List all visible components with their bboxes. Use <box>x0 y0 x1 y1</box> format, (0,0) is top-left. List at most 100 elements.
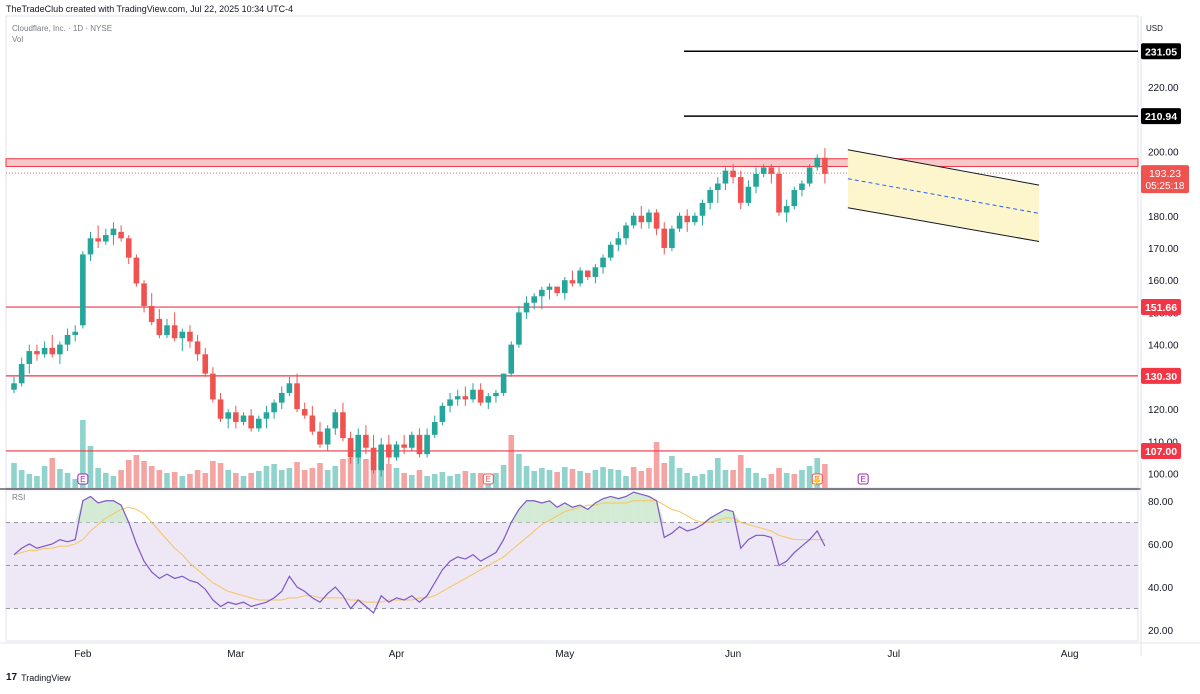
volume-bar <box>577 471 583 488</box>
volume-bar <box>676 468 683 488</box>
candle-body <box>730 170 736 178</box>
rsi-overbought-fill <box>648 496 657 523</box>
level-badge <box>1141 442 1181 459</box>
candle-body <box>416 434 423 455</box>
volume-bar <box>110 476 117 488</box>
candle-body <box>248 415 254 429</box>
candle-body <box>454 396 461 400</box>
candle-body <box>87 238 94 255</box>
volume-bar <box>179 476 186 488</box>
volume-bar <box>401 473 407 488</box>
volume-bar <box>737 455 744 488</box>
volume-bar <box>753 473 759 488</box>
volume-bar <box>210 461 216 488</box>
dividend-marker-icon: ⚡ <box>811 474 823 487</box>
candle-body <box>110 228 117 236</box>
candle-body <box>187 331 193 342</box>
candle-body <box>95 238 101 242</box>
volume-bar <box>386 464 392 488</box>
earnings-marker-label: E <box>815 475 820 484</box>
volume-bar <box>669 456 675 488</box>
candle-body <box>493 392 499 397</box>
rsi-overbought-fill <box>580 505 588 523</box>
candle-body <box>562 280 568 294</box>
earnings-marker-icon <box>482 473 494 485</box>
candle-body <box>715 183 721 190</box>
candle-body <box>439 405 446 422</box>
candle-body <box>676 215 683 229</box>
candle-body <box>294 383 300 410</box>
candle-body <box>41 347 48 355</box>
candle-body <box>118 231 124 239</box>
volume-bar <box>18 470 25 488</box>
volume-bar <box>11 463 17 488</box>
candle-body <box>745 186 752 203</box>
earnings-marker-icon <box>811 473 823 485</box>
candle-body <box>271 402 277 413</box>
x-tick-label: May <box>555 649 574 660</box>
candle-body <box>477 389 484 403</box>
candle-body <box>278 392 285 403</box>
candle-body <box>615 238 622 245</box>
candle-body <box>34 351 40 355</box>
rsi-label: RSI <box>12 493 26 502</box>
candle-body <box>225 412 231 419</box>
rsi-overbought-fill <box>564 502 573 523</box>
candle-body <box>630 215 637 226</box>
candle-body <box>485 396 492 403</box>
volume-bar <box>125 460 132 488</box>
price-badge-value: 193.23 <box>1149 168 1181 180</box>
volume-bar <box>462 471 469 488</box>
volume-bar <box>715 458 721 488</box>
candle-body <box>49 347 56 355</box>
candle-body <box>577 270 583 284</box>
volume-bar <box>256 471 262 488</box>
candle-body <box>393 444 400 458</box>
volume-bar <box>148 466 155 488</box>
x-tick-label: Mar <box>227 649 245 660</box>
volume-bar <box>470 473 476 488</box>
volume-bar <box>646 468 652 488</box>
candle-body <box>156 318 163 335</box>
symbol-title: Cloudflare, Inc. · 1D · NYSE <box>12 24 113 33</box>
volume-bar <box>309 468 316 488</box>
volume-bar <box>217 463 224 488</box>
candle-body <box>431 421 438 435</box>
rsi-overbought-fill <box>90 496 99 523</box>
price-tick-label: 220.00 <box>1148 83 1179 94</box>
volume-bar <box>692 476 698 488</box>
volume-bar <box>57 469 63 488</box>
candle-body <box>148 305 155 323</box>
price-tick-label: 100.00 <box>1148 470 1179 481</box>
x-tick-label: Jun <box>725 649 741 660</box>
volume-bar <box>806 466 813 488</box>
candle-body <box>539 289 545 297</box>
volume-bar <box>615 470 622 488</box>
price-tick-label: 140.00 <box>1148 341 1179 352</box>
volume-bar <box>294 462 300 488</box>
rsi-overbought-fill <box>105 500 114 523</box>
candle-body <box>103 235 109 242</box>
volume-bar <box>508 435 515 488</box>
rsi-overbought-fill <box>641 494 649 523</box>
rsi-overbought-fill <box>534 500 542 523</box>
candle-body <box>822 157 828 174</box>
candle-body <box>523 302 530 313</box>
candle-body <box>141 283 147 306</box>
volume-bar <box>699 474 706 488</box>
attribution-text: TheTradeClub created with TradingView.co… <box>6 4 294 14</box>
price-badge-countdown: 05:25:18 <box>1146 181 1185 192</box>
volume-bar <box>539 468 545 488</box>
volume-bar <box>324 470 331 488</box>
volume-bar <box>745 468 752 488</box>
x-tick-label: Feb <box>74 649 92 660</box>
rsi-tick-label: 60.00 <box>1148 540 1173 551</box>
candle-body <box>324 428 331 445</box>
volume-bar <box>416 470 423 488</box>
candle-body <box>424 434 430 455</box>
volume-bar <box>447 476 453 488</box>
candle-body <box>26 351 33 364</box>
candle-body <box>370 447 377 471</box>
candle-body <box>202 354 209 374</box>
volume-bar <box>477 473 484 488</box>
